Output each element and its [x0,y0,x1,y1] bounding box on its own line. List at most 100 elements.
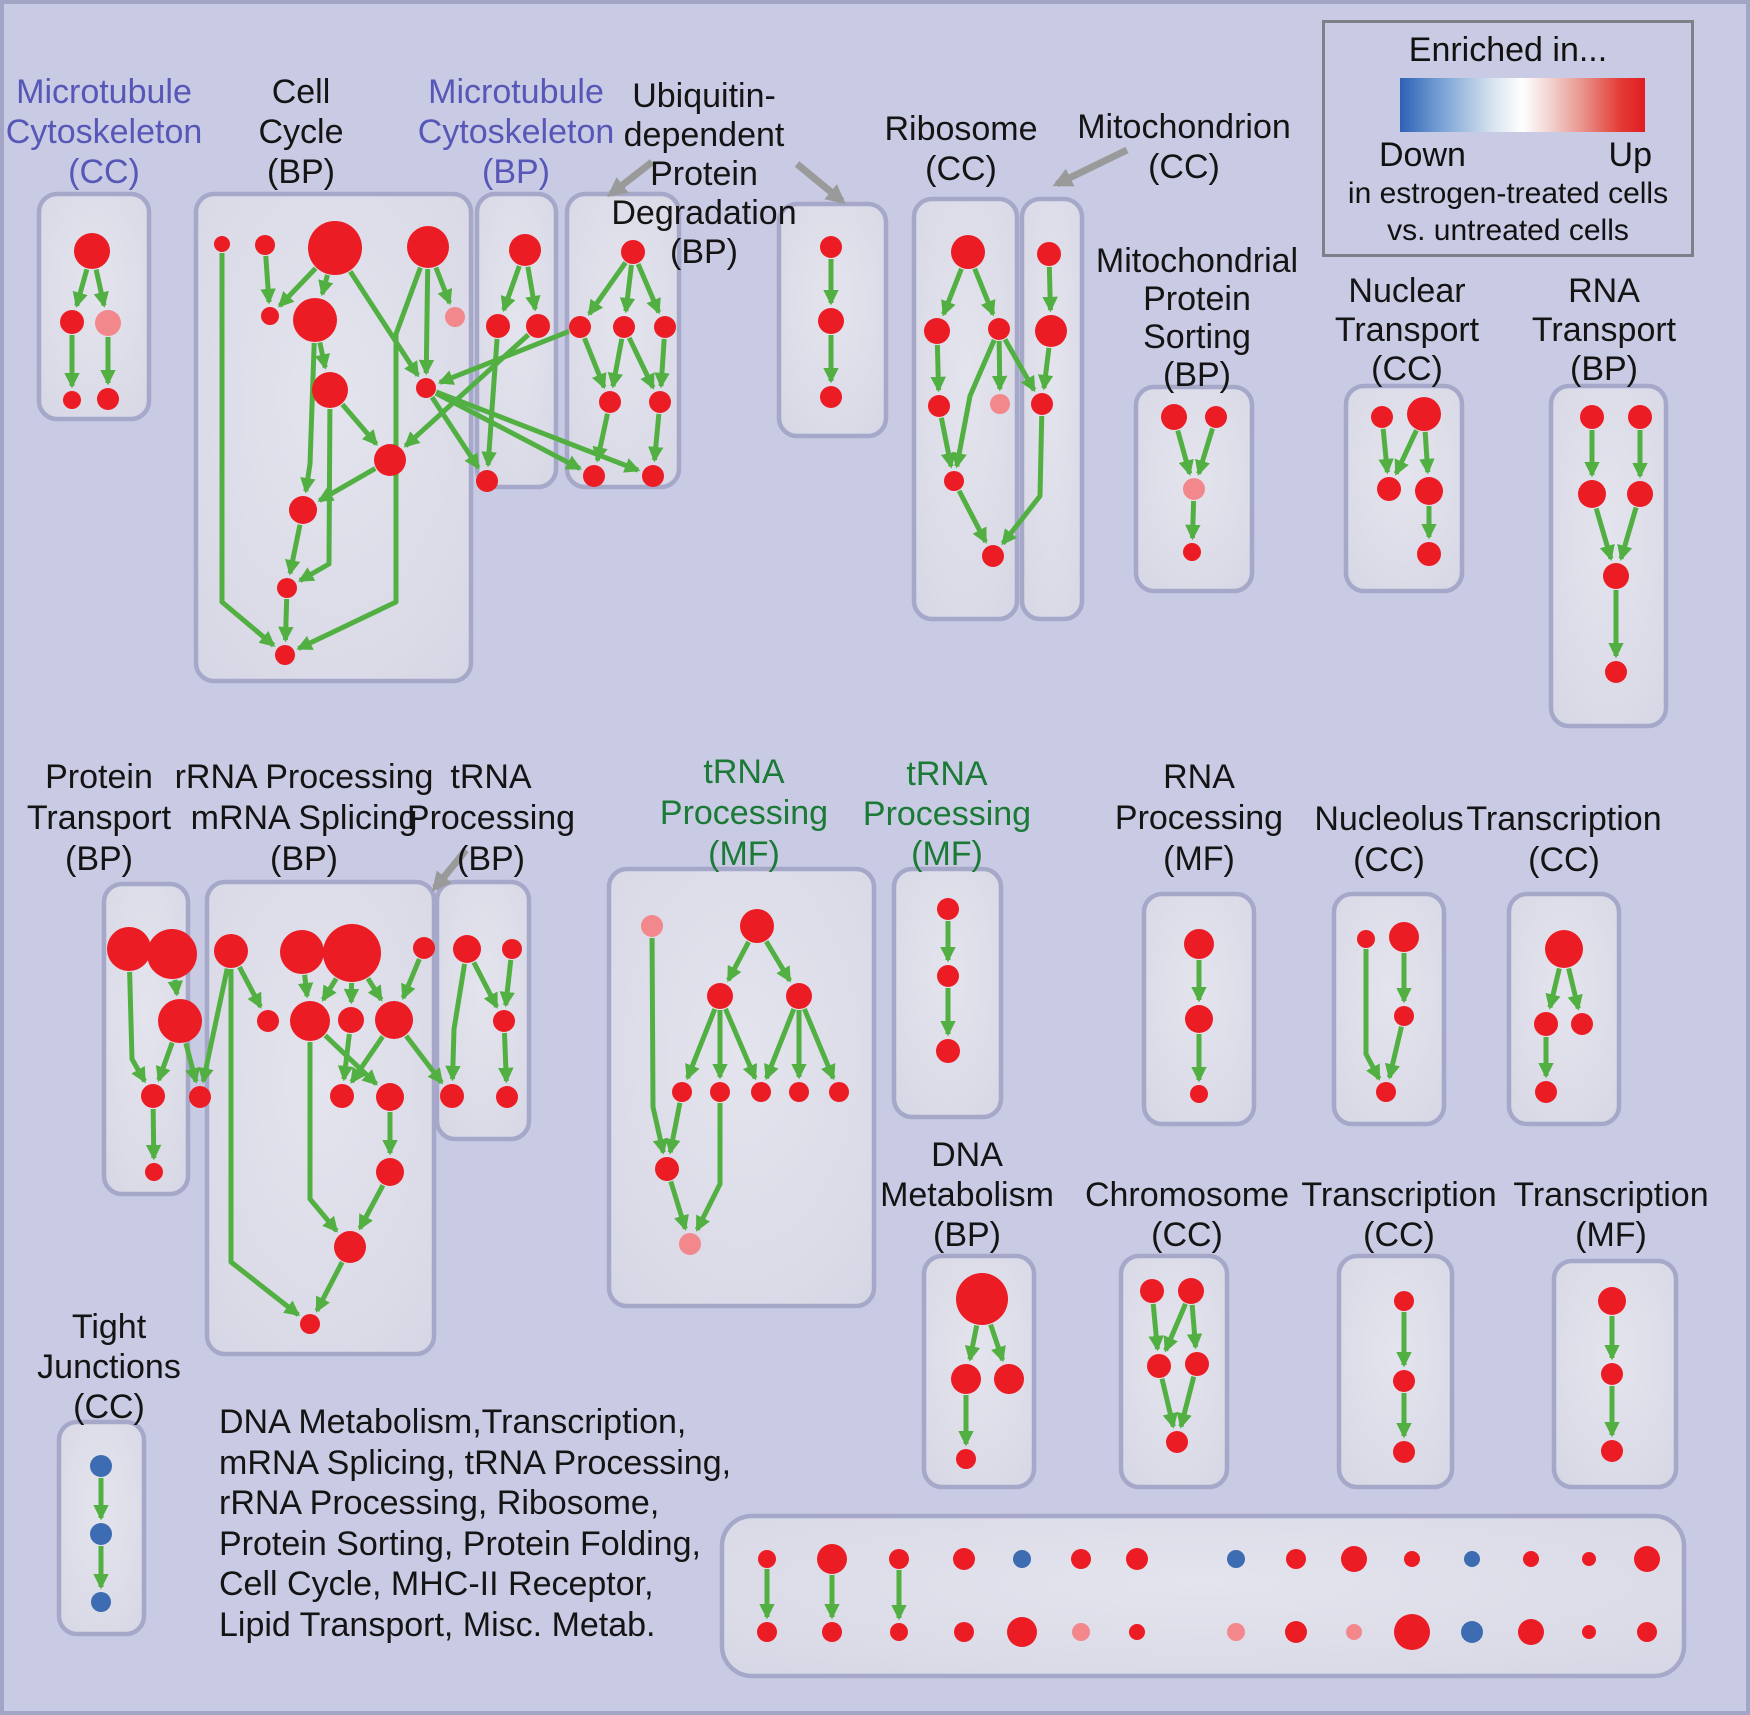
legend-up-label: Up [1608,136,1652,174]
node [1605,661,1627,683]
node [107,927,151,971]
label-cell-cycle: Cell Cycle (BP) [258,73,344,191]
node [1393,1441,1415,1463]
label-ubiquitin-degradation: Ubiquitin-dependent Protein Degradation (BP… [611,77,797,271]
node [141,1084,165,1108]
edge-arrow [1163,1302,1188,1353]
node [1190,1085,1208,1103]
edge-arrow [1186,1304,1203,1350]
edge-arrow [938,417,957,469]
edge-arrow [1185,500,1201,541]
edge-arrow [167,979,183,997]
edge-arrow [1419,431,1435,475]
node [1393,1370,1415,1392]
node [679,1233,701,1255]
node [1518,1619,1544,1645]
node [988,318,1010,340]
legend-gradient-bar [1400,78,1645,132]
edge-arrow [619,264,636,314]
edge-arrow [228,969,301,1317]
edge-arrow [435,389,641,473]
edge-arrow [471,961,499,1009]
node [261,307,279,325]
node [60,310,84,334]
edge-arrow [72,268,90,308]
node [90,1523,112,1545]
node [280,930,324,974]
node [277,578,297,598]
edge-arrow [297,974,314,999]
node [147,929,197,979]
node [502,939,522,959]
edge-arrow [323,1033,378,1086]
node [1534,1012,1558,1036]
edge-arrow [337,1033,354,1082]
edge-arrow [403,332,531,448]
node [740,909,774,943]
node [822,1622,842,1642]
node [1571,1013,1593,1035]
label-ribosome: Ribosome (CC) [884,110,1038,188]
label-tight-junctions: Tight Junctions (CC) [37,1308,181,1426]
nodes [60,221,1660,1650]
node [1580,405,1604,429]
node [496,1086,518,1108]
edge-arrow [685,1008,718,1081]
edge-arrow [404,1034,444,1085]
node [1601,1363,1623,1385]
node [376,1083,404,1111]
node [655,1157,679,1181]
edge-arrow [429,395,481,470]
node [1185,1352,1209,1376]
mitochondrion-box [1019,196,1085,622]
label-chromosome: Chromosome (CC) [1084,1176,1290,1254]
node [1184,929,1214,959]
edge-arrow [317,466,377,503]
node [1007,1617,1037,1647]
edge-arrow [1002,338,1037,393]
edge-arrow [726,940,751,983]
node [641,915,663,937]
transcription-cc-upper-box [1506,891,1622,1127]
node [334,1231,366,1263]
node [1227,1550,1245,1568]
node [1578,480,1606,508]
edge-arrow [277,266,318,308]
label-mitochondrion: Mitochondrion (CC) [1077,108,1291,186]
node [1582,1552,1596,1566]
edge-arrow [349,1035,385,1084]
edge-arrow [498,1032,514,1084]
node [642,465,664,487]
edge-arrow [348,270,420,378]
edge-arrow [941,267,964,317]
pointer-ubiquitin-left [607,159,655,198]
node [890,1623,908,1641]
node [817,1544,847,1574]
node [476,470,498,492]
edge-arrow [219,253,276,648]
legend-box: Enriched in... Down Up in estrogen-treat… [1322,20,1694,257]
edge-arrow [648,413,664,463]
edge-arrow [582,337,607,390]
edge-arrow [357,1184,386,1231]
label-dna-metabolism: DNA Metabolism (BP) [880,1136,1054,1254]
edge-arrow [298,408,333,583]
label-nuclear-transport: Nuclear Transport (CC) [1334,272,1480,388]
node [407,226,449,268]
edge-arrow [145,1108,162,1161]
node [889,1549,909,1569]
legend-title: Enriched in... [1408,31,1608,69]
edge-arrow [445,963,468,1082]
label-trna-processing-mf-1: tRNA Processing (MF) [659,753,829,873]
node [1628,405,1652,429]
edge-arrow [434,390,582,471]
edge-arrow [285,524,303,576]
misc-annotation-text: DNA Metabolism,Transcription, mRNA Splici… [219,1403,732,1644]
legend-down-label: Down [1379,136,1466,174]
node [990,394,1010,414]
label-protein-transport: Protein Transport (BP) [26,758,172,878]
node [90,1455,112,1477]
node [1377,477,1401,501]
node [1341,1546,1367,1572]
label-rna-processing-mf: RNA Processing (MF) [1114,758,1284,878]
